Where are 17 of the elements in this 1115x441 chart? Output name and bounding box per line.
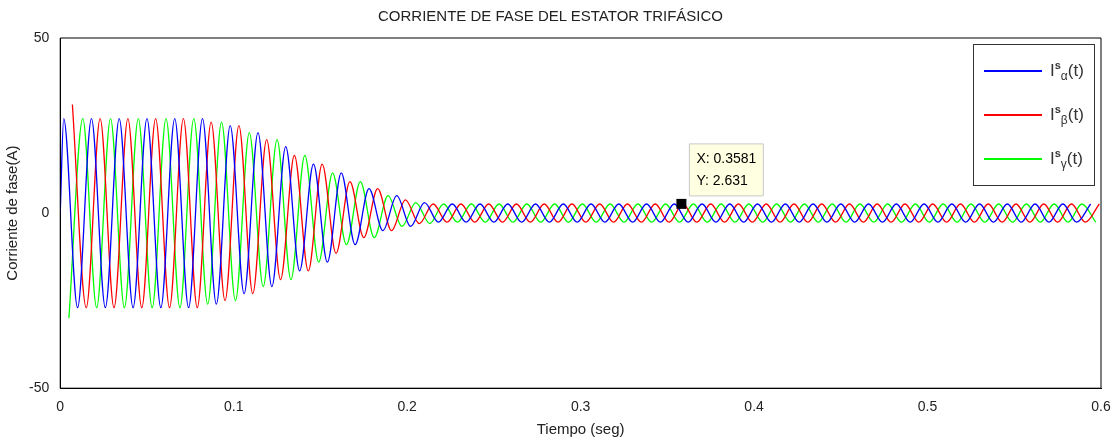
annotation: X: 0.3581 Y: 2.631 bbox=[696, 149, 757, 188]
x-tick-label: 0 bbox=[56, 398, 65, 415]
legend-label: I$^{s}$$_{β}$(t) bbox=[1050, 102, 1084, 128]
x-tick-label: 0.4 bbox=[744, 398, 765, 415]
x-tick-label: 0.6 bbox=[1091, 398, 1111, 415]
chart-title: CORRIENTE DE FASE DEL ESTATOR TRIFÁSICO bbox=[377, 7, 724, 25]
legend-label: I$^{s}$$_{α}$(t) bbox=[1050, 58, 1084, 84]
y-tick-label: -50 bbox=[29, 379, 50, 396]
y-tick-label: 50 bbox=[33, 28, 50, 45]
y-axis-title: Corriente de fase(A) bbox=[3, 145, 21, 281]
legend-label: I$^{s}$$_{γ}$(t) bbox=[1050, 146, 1083, 172]
y-tick-label: 0 bbox=[41, 203, 50, 220]
x-tick-label: 0.3 bbox=[570, 398, 591, 415]
x-tick-label: 0.2 bbox=[397, 398, 418, 415]
x-tick-label: 0.1 bbox=[223, 398, 244, 415]
x-tick-label: 0.5 bbox=[917, 398, 938, 415]
x-axis-title: Tiempo (seg) bbox=[536, 420, 625, 438]
